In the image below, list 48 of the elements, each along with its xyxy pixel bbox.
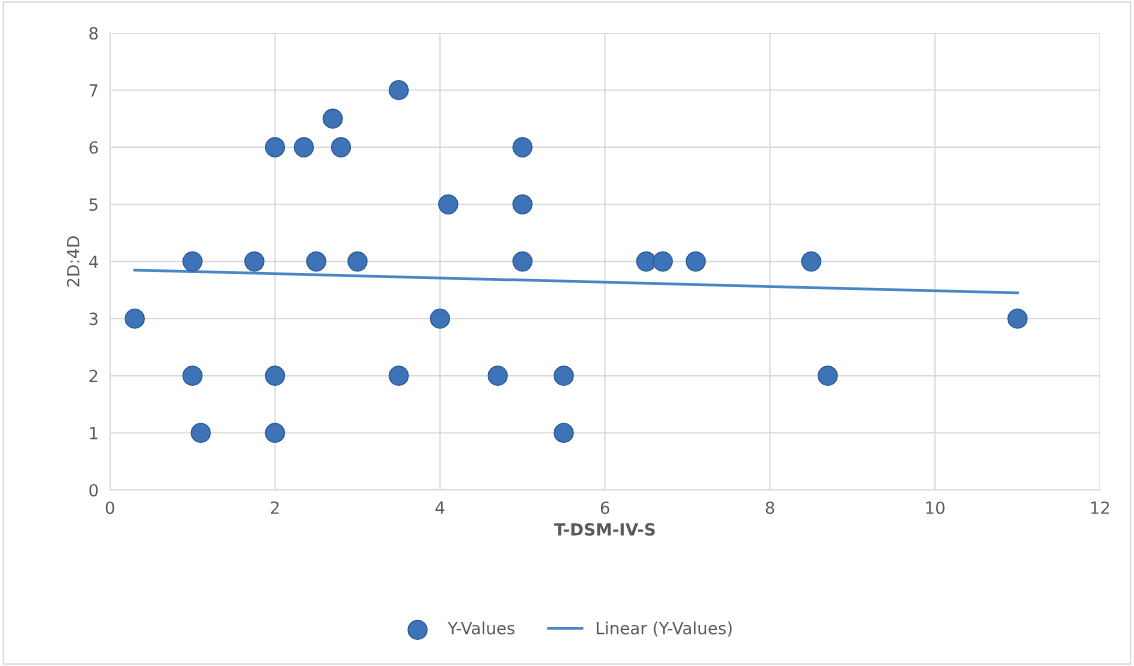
point — [124, 308, 145, 329]
legend-label: Linear (Y-Values) — [596, 621, 732, 637]
point — [322, 108, 343, 129]
point — [330, 137, 352, 158]
y-tick-label: 6 — [89, 141, 98, 154]
point — [487, 365, 508, 386]
point — [306, 251, 327, 272]
point — [264, 422, 286, 444]
y-tick-label: 7 — [89, 84, 98, 97]
point — [347, 251, 368, 272]
point — [293, 137, 315, 158]
point — [817, 365, 838, 386]
x-tick-label: 12 — [1091, 501, 1109, 514]
y-tick-label: 1 — [90, 427, 98, 440]
point — [264, 365, 286, 386]
y-tick-label: 2 — [89, 369, 98, 383]
point — [388, 79, 409, 101]
point — [685, 251, 706, 272]
x-tick-label: 4 — [435, 501, 445, 514]
point — [438, 194, 459, 215]
point — [244, 251, 265, 272]
point — [512, 251, 533, 272]
y-tick-label: 5 — [89, 198, 98, 211]
y-tick-label: 8 — [89, 26, 98, 40]
point — [429, 308, 451, 329]
point — [801, 251, 822, 272]
point — [182, 365, 203, 386]
x-tick-label: 2 — [270, 501, 279, 514]
y-axis-title: 2D:4D — [66, 236, 80, 287]
point — [553, 365, 574, 386]
point — [1007, 308, 1028, 329]
point — [264, 137, 286, 158]
point — [388, 365, 409, 386]
point — [553, 422, 574, 444]
y-tick-label: 4 — [89, 255, 98, 268]
point — [652, 251, 673, 272]
legend-label: Y-Values — [447, 621, 515, 635]
x-tick-label: 6 — [600, 501, 610, 515]
point — [182, 251, 203, 272]
x-tick-label: 0 — [105, 501, 115, 515]
point — [512, 194, 533, 215]
x-axis-title: T-DSM-IV-S — [554, 523, 655, 536]
y-tick-label: 3 — [89, 312, 98, 326]
y-tick-label: 0 — [89, 483, 98, 497]
point — [512, 137, 533, 158]
point — [190, 422, 211, 444]
x-tick-label: 8 — [765, 501, 775, 515]
x-tick-label: 10 — [926, 501, 945, 515]
